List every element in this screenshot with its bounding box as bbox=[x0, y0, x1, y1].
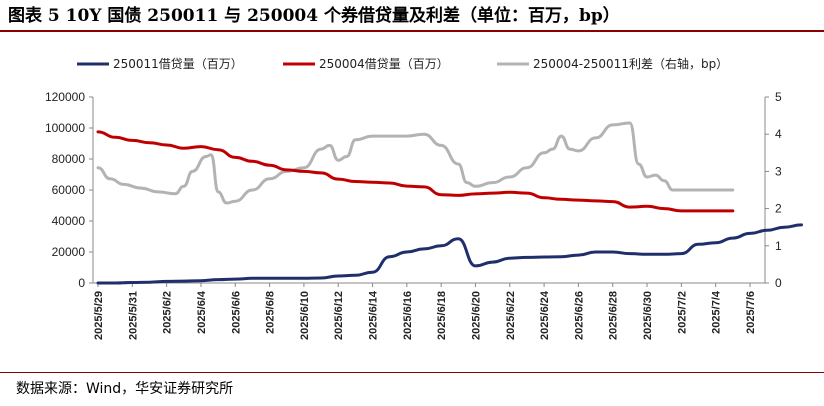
y-right-tick-label: 1 bbox=[775, 239, 782, 253]
series-lines bbox=[96, 121, 803, 285]
x-tick-label: 2025/6/24 bbox=[539, 290, 551, 340]
legend-label-2: 250004-250011利差（右轴，bp） bbox=[533, 56, 728, 71]
y-right-tick-label: 5 bbox=[775, 90, 782, 104]
y-left-tick-label: 80000 bbox=[52, 152, 86, 166]
y-left-tick-label: 40000 bbox=[52, 214, 86, 228]
x-tick-label: 2025/6/10 bbox=[299, 291, 311, 340]
x-tick-label: 2025/6/18 bbox=[436, 291, 448, 340]
x-tick-label: 2025/6/12 bbox=[333, 291, 345, 340]
x-tick-label: 2025/6/4 bbox=[196, 290, 208, 334]
x-tick-label: 2025/7/2 bbox=[676, 291, 688, 334]
x-tick-label: 2025/6/28 bbox=[608, 291, 620, 340]
series-line-1 bbox=[96, 130, 735, 213]
x-tick-label: 2025/7/6 bbox=[745, 291, 757, 334]
data-source: 数据来源：Wind，华安证券研究所 bbox=[16, 381, 234, 397]
x-tick-label: 2025/6/30 bbox=[642, 291, 654, 340]
y-left-tick-label: 100000 bbox=[45, 121, 85, 135]
x-tick-label: 2025/6/22 bbox=[505, 291, 517, 340]
y-right-tick-label: 4 bbox=[775, 127, 782, 141]
source-divider bbox=[0, 372, 824, 373]
x-tick-label: 2025/6/2 bbox=[162, 291, 174, 334]
legend-label-0: 250011借贷量（百万） bbox=[113, 57, 243, 71]
legend-label-1: 250004借贷量（百万） bbox=[319, 57, 449, 71]
x-tick-label: 2025/7/4 bbox=[711, 290, 723, 334]
axes: 0 20000 40000 60000 80000 100000 120000 0 1 2 3 4 5 2… bbox=[45, 90, 782, 340]
chart-title: 图表 5 10Y 国债 250011 与 250004 个券借贷量及利差（单位：… bbox=[8, 6, 620, 26]
y-left-tick-label: 0 bbox=[78, 276, 85, 290]
x-tick-label: 2025/6/26 bbox=[573, 291, 585, 340]
y-right-tick-label: 0 bbox=[775, 276, 782, 290]
series-line-0 bbox=[96, 223, 803, 285]
title-divider bbox=[0, 30, 824, 32]
x-tick-label: 2025/6/6 bbox=[230, 291, 242, 334]
y-right-tick-label: 3 bbox=[775, 164, 782, 178]
legend: 250011借贷量（百万） 250004借贷量（百万） 250004-250011利… bbox=[77, 56, 728, 71]
x-tick-label: 2025/6/8 bbox=[265, 291, 277, 334]
y-left-tick-label: 120000 bbox=[45, 90, 85, 104]
x-tick-label: 2025/6/16 bbox=[402, 291, 414, 340]
series-line-2 bbox=[96, 121, 735, 205]
y-left-tick-label: 20000 bbox=[52, 245, 86, 259]
x-tick-label: 2025/5/29 bbox=[93, 291, 105, 340]
y-right-tick-label: 2 bbox=[775, 202, 782, 216]
x-tick-label: 2025/5/31 bbox=[127, 291, 139, 340]
chart-area: 250011借贷量（百万） 250004借贷量（百万） 250004-250011利… bbox=[45, 56, 803, 340]
y-left-tick-label: 60000 bbox=[52, 183, 86, 197]
x-tick-label: 2025/6/14 bbox=[368, 290, 380, 340]
x-tick-label: 2025/6/20 bbox=[470, 291, 482, 340]
